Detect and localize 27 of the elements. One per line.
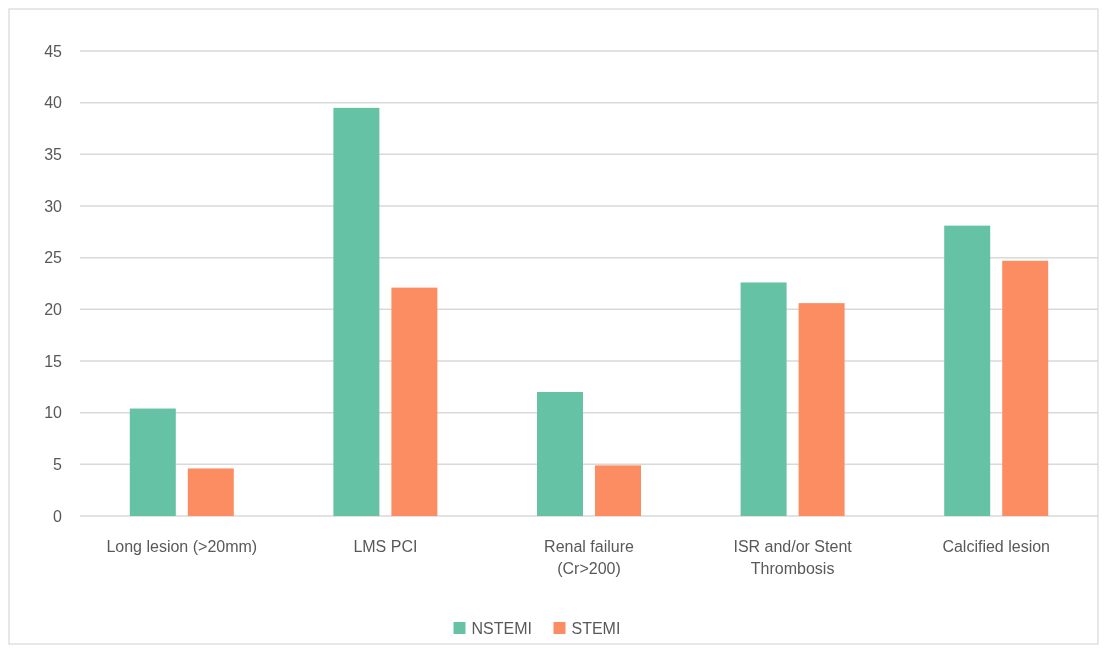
bar (187, 468, 234, 516)
y-tick-label: 0 (53, 507, 63, 525)
y-tick-label: 20 (44, 300, 63, 318)
bar (537, 392, 583, 516)
bar (129, 408, 176, 516)
legend-label: STEMI (571, 619, 621, 637)
bar (944, 225, 991, 516)
legend-label: NSTEMI (471, 619, 532, 637)
bar (740, 282, 787, 516)
bar (391, 287, 438, 516)
y-tick-label: 15 (44, 352, 63, 370)
x-tick-label: ISR and/or Stent Thrombosis (733, 538, 853, 577)
y-tick-label: 10 (44, 404, 63, 422)
y-tick-label: 30 (44, 197, 63, 215)
bar (333, 107, 380, 516)
x-tick-label: Calcified lesion (942, 538, 1050, 555)
bar (798, 303, 845, 516)
bar (1002, 260, 1049, 516)
x-tick-label: LMS PCI (353, 538, 418, 555)
bar (595, 465, 641, 516)
y-tick-label: 40 (44, 94, 63, 112)
y-tick-label: 5 (53, 455, 63, 473)
y-tick-label: 45 (44, 42, 63, 60)
y-tick-label: 35 (44, 145, 63, 163)
x-tick-label: Long lesion (>20mm) (106, 538, 258, 555)
y-tick-label: 25 (44, 249, 63, 267)
x-tick-label: Renal failure (Cr>200) (544, 538, 635, 577)
